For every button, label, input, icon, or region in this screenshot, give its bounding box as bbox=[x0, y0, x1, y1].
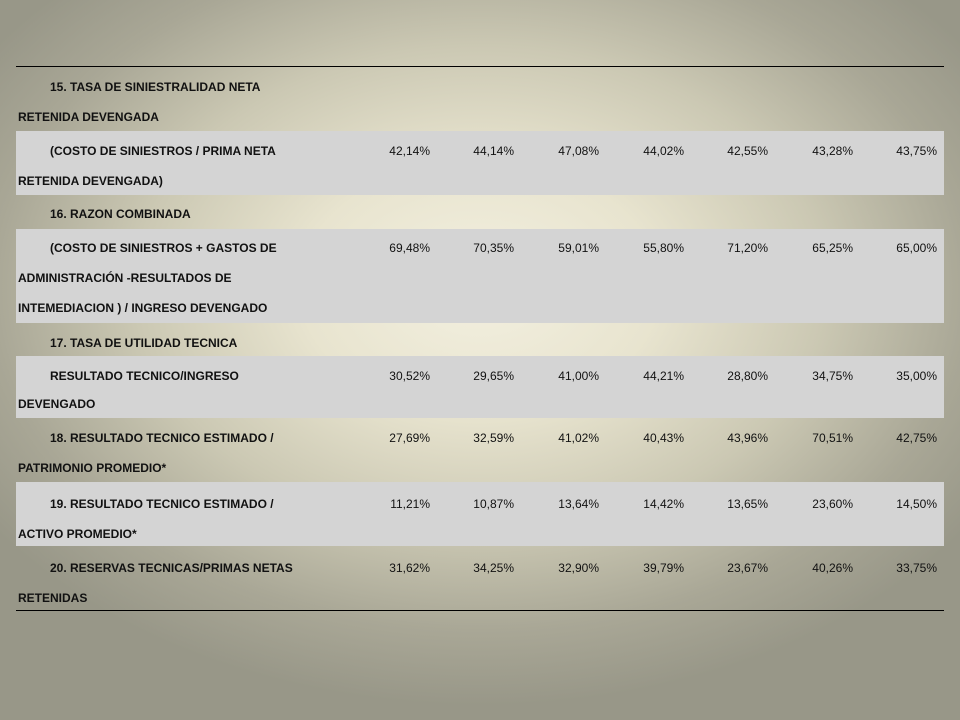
cell-value: 65,25% bbox=[812, 241, 853, 255]
row-label-line: (COSTO DE SINIESTROS + GASTOS DE bbox=[50, 241, 277, 255]
cell-value: 43,75% bbox=[896, 144, 937, 158]
cell-value: 13,64% bbox=[558, 497, 599, 511]
cell-value: 35,00% bbox=[896, 369, 937, 383]
row-label-line: RETENIDAS bbox=[18, 591, 88, 605]
cell-value: 40,43% bbox=[643, 431, 684, 445]
cell-value: 41,02% bbox=[558, 431, 599, 445]
cell-value: 40,26% bbox=[812, 561, 853, 575]
cell-value: 33,75% bbox=[896, 561, 937, 575]
cell-value: 71,20% bbox=[727, 241, 768, 255]
cell-value: 55,80% bbox=[643, 241, 684, 255]
cell-value: 47,08% bbox=[558, 144, 599, 158]
table-row: (COSTO DE SINIESTROS + GASTOS DE 69,48% … bbox=[16, 229, 944, 323]
table-row: RESULTADO TECNICO/INGRESO 30,52% 29,65% … bbox=[16, 356, 944, 418]
table-bottom-rule bbox=[16, 610, 944, 611]
cell-value: 39,79% bbox=[643, 561, 684, 575]
table-top-rule bbox=[16, 66, 944, 67]
cell-value: 32,90% bbox=[558, 561, 599, 575]
row-label-line: RETENIDA DEVENGADA) bbox=[18, 174, 163, 188]
cell-value: 13,65% bbox=[727, 497, 768, 511]
row-label-line: 17. TASA DE UTILIDAD TECNICA bbox=[50, 336, 238, 350]
cell-value: 31,62% bbox=[389, 561, 430, 575]
cell-value: 30,52% bbox=[389, 369, 430, 383]
row-label-line: RESULTADO TECNICO/INGRESO bbox=[50, 369, 239, 383]
cell-value: 69,48% bbox=[389, 241, 430, 255]
cell-value: 41,00% bbox=[558, 369, 599, 383]
row-label-line: INTEMEDIACION ) / INGRESO DEVENGADO bbox=[18, 301, 268, 315]
cell-value: 14,42% bbox=[643, 497, 684, 511]
table-row: 15. TASA DE SINIESTRALIDAD NETA RETENIDA… bbox=[16, 67, 944, 131]
row-label-line: 16. RAZON COMBINADA bbox=[50, 207, 191, 221]
cell-value: 14,50% bbox=[896, 497, 937, 511]
cell-value: 11,21% bbox=[390, 497, 430, 511]
cell-value: 42,75% bbox=[896, 431, 937, 445]
row-label-line: 20. RESERVAS TECNICAS/PRIMAS NETAS bbox=[50, 561, 293, 575]
row-label-line: 15. TASA DE SINIESTRALIDAD NETA bbox=[50, 80, 261, 94]
row-label-line: (COSTO DE SINIESTROS / PRIMA NETA bbox=[50, 144, 276, 158]
table-row: 17. TASA DE UTILIDAD TECNICA bbox=[16, 323, 944, 361]
cell-value: 70,35% bbox=[473, 241, 514, 255]
cell-value: 10,87% bbox=[473, 497, 514, 511]
cell-value: 59,01% bbox=[558, 241, 599, 255]
row-label-line: PATRIMONIO PROMEDIO* bbox=[18, 461, 167, 475]
cell-value: 23,60% bbox=[812, 497, 853, 511]
row-label-line: ACTIVO PROMEDIO* bbox=[18, 527, 137, 541]
cell-value: 34,25% bbox=[473, 561, 514, 575]
cell-value: 70,51% bbox=[812, 431, 853, 445]
table-row: (COSTO DE SINIESTROS / PRIMA NETA 42,14%… bbox=[16, 131, 944, 195]
cell-value: 28,80% bbox=[727, 369, 768, 383]
table-row: 20. RESERVAS TECNICAS/PRIMAS NETAS 31,62… bbox=[16, 546, 944, 610]
cell-value: 43,28% bbox=[812, 144, 853, 158]
cell-value: 32,59% bbox=[473, 431, 514, 445]
row-label-line: 18. RESULTADO TECNICO ESTIMADO / bbox=[50, 431, 274, 445]
cell-value: 44,14% bbox=[473, 144, 514, 158]
cell-value: 65,00% bbox=[896, 241, 937, 255]
cell-value: 29,65% bbox=[473, 369, 514, 383]
cell-value: 34,75% bbox=[812, 369, 853, 383]
cell-value: 44,02% bbox=[643, 144, 684, 158]
row-label-line: 19. RESULTADO TECNICO ESTIMADO / bbox=[50, 497, 274, 511]
table-row: 19. RESULTADO TECNICO ESTIMADO / 11,21% … bbox=[16, 482, 944, 546]
row-label-line: RETENIDA DEVENGADA bbox=[18, 110, 159, 124]
row-label-line: ADMINISTRACIÓN -RESULTADOS DE bbox=[18, 271, 232, 285]
cell-value: 23,67% bbox=[727, 561, 768, 575]
table-row: 18. RESULTADO TECNICO ESTIMADO / 27,69% … bbox=[16, 418, 944, 482]
cell-value: 43,96% bbox=[727, 431, 768, 445]
cell-value: 27,69% bbox=[389, 431, 430, 445]
cell-value: 44,21% bbox=[643, 369, 684, 383]
cell-value: 42,14% bbox=[389, 144, 430, 158]
row-label-line: DEVENGADO bbox=[18, 397, 96, 411]
cell-value: 42,55% bbox=[727, 144, 768, 158]
table-row: 16. RAZON COMBINADA bbox=[16, 195, 944, 229]
